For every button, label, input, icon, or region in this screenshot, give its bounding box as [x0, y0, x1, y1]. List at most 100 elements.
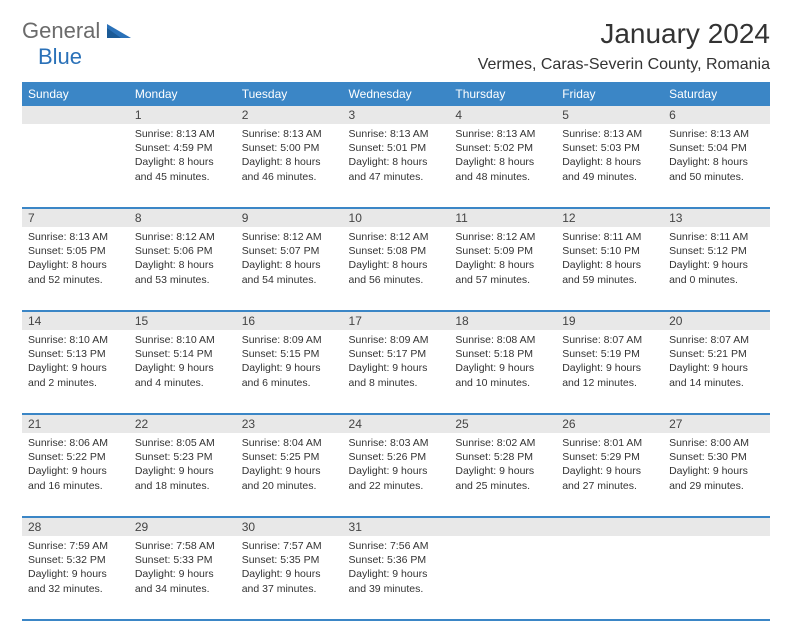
- sunrise-line: Sunrise: 8:04 AM: [242, 436, 337, 450]
- sunset-line: Sunset: 5:35 PM: [242, 553, 337, 567]
- sunset-line: Sunset: 5:23 PM: [135, 450, 230, 464]
- day-content-cell: Sunrise: 7:58 AMSunset: 5:33 PMDaylight:…: [129, 536, 236, 620]
- sunset-line: Sunset: 5:32 PM: [28, 553, 123, 567]
- daylight-line: Daylight: 8 hours and 56 minutes.: [349, 258, 444, 286]
- sunrise-line: Sunrise: 8:10 AM: [135, 333, 230, 347]
- day-content-cell: Sunrise: 8:12 AMSunset: 5:06 PMDaylight:…: [129, 227, 236, 311]
- calendar-table: Sunday Monday Tuesday Wednesday Thursday…: [22, 82, 770, 621]
- day-number-cell: 11: [449, 208, 556, 227]
- day-content-cell: Sunrise: 8:11 AMSunset: 5:12 PMDaylight:…: [663, 227, 770, 311]
- day-content-cell: Sunrise: 8:12 AMSunset: 5:08 PMDaylight:…: [343, 227, 450, 311]
- day-number-cell: 4: [449, 106, 556, 124]
- day-content-cell: Sunrise: 8:10 AMSunset: 5:14 PMDaylight:…: [129, 330, 236, 414]
- day-content-cell: Sunrise: 8:07 AMSunset: 5:19 PMDaylight:…: [556, 330, 663, 414]
- sunset-line: Sunset: 5:28 PM: [455, 450, 550, 464]
- daynum-row: 78910111213: [22, 208, 770, 227]
- day-number-cell: 29: [129, 517, 236, 536]
- title-block: January 2024 Vermes, Caras-Severin Count…: [478, 18, 770, 74]
- day-content-cell: Sunrise: 8:13 AMSunset: 5:01 PMDaylight:…: [343, 124, 450, 208]
- sunrise-line: Sunrise: 8:01 AM: [562, 436, 657, 450]
- day-number-cell: 31: [343, 517, 450, 536]
- calendar-header-row: Sunday Monday Tuesday Wednesday Thursday…: [22, 82, 770, 106]
- daylight-line: Daylight: 9 hours and 16 minutes.: [28, 464, 123, 492]
- sunrise-line: Sunrise: 8:13 AM: [349, 127, 444, 141]
- sunrise-line: Sunrise: 8:13 AM: [135, 127, 230, 141]
- col-wednesday: Wednesday: [343, 82, 450, 106]
- day-number-cell: 14: [22, 311, 129, 330]
- daylight-line: Daylight: 8 hours and 52 minutes.: [28, 258, 123, 286]
- sunrise-line: Sunrise: 7:56 AM: [349, 539, 444, 553]
- sunset-line: Sunset: 5:12 PM: [669, 244, 764, 258]
- sunrise-line: Sunrise: 8:05 AM: [135, 436, 230, 450]
- col-sunday: Sunday: [22, 82, 129, 106]
- day-number-cell: 7: [22, 208, 129, 227]
- day-number-cell: 22: [129, 414, 236, 433]
- sunset-line: Sunset: 5:01 PM: [349, 141, 444, 155]
- month-title: January 2024: [478, 18, 770, 50]
- sunset-line: Sunset: 5:03 PM: [562, 141, 657, 155]
- sunset-line: Sunset: 5:06 PM: [135, 244, 230, 258]
- sunrise-line: Sunrise: 7:59 AM: [28, 539, 123, 553]
- day-content-cell: Sunrise: 8:12 AMSunset: 5:09 PMDaylight:…: [449, 227, 556, 311]
- day-number-cell: 21: [22, 414, 129, 433]
- daynum-row: 28293031: [22, 517, 770, 536]
- col-saturday: Saturday: [663, 82, 770, 106]
- day-content-cell: [663, 536, 770, 620]
- daynum-row: 14151617181920: [22, 311, 770, 330]
- sunrise-line: Sunrise: 8:10 AM: [28, 333, 123, 347]
- sunset-line: Sunset: 5:18 PM: [455, 347, 550, 361]
- day-number-cell: 5: [556, 106, 663, 124]
- sunrise-line: Sunrise: 8:11 AM: [669, 230, 764, 244]
- day-content-cell: [556, 536, 663, 620]
- sunrise-line: Sunrise: 7:57 AM: [242, 539, 337, 553]
- col-monday: Monday: [129, 82, 236, 106]
- day-number-cell: 16: [236, 311, 343, 330]
- sunrise-line: Sunrise: 8:12 AM: [349, 230, 444, 244]
- daynum-row: 21222324252627: [22, 414, 770, 433]
- day-number-cell: [556, 517, 663, 536]
- sunset-line: Sunset: 5:04 PM: [669, 141, 764, 155]
- day-number-cell: 27: [663, 414, 770, 433]
- day-content-cell: Sunrise: 8:02 AMSunset: 5:28 PMDaylight:…: [449, 433, 556, 517]
- sunset-line: Sunset: 5:15 PM: [242, 347, 337, 361]
- sunset-line: Sunset: 5:10 PM: [562, 244, 657, 258]
- content-row: Sunrise: 8:10 AMSunset: 5:13 PMDaylight:…: [22, 330, 770, 414]
- daylight-line: Daylight: 9 hours and 4 minutes.: [135, 361, 230, 389]
- daylight-line: Daylight: 8 hours and 50 minutes.: [669, 155, 764, 183]
- sunset-line: Sunset: 5:02 PM: [455, 141, 550, 155]
- logo: General Blue: [22, 18, 131, 70]
- sunset-line: Sunset: 5:17 PM: [349, 347, 444, 361]
- day-content-cell: Sunrise: 8:13 AMSunset: 5:00 PMDaylight:…: [236, 124, 343, 208]
- sunrise-line: Sunrise: 8:08 AM: [455, 333, 550, 347]
- day-number-cell: 6: [663, 106, 770, 124]
- daylight-line: Daylight: 8 hours and 53 minutes.: [135, 258, 230, 286]
- day-number-cell: 17: [343, 311, 450, 330]
- sunset-line: Sunset: 5:19 PM: [562, 347, 657, 361]
- col-friday: Friday: [556, 82, 663, 106]
- day-content-cell: Sunrise: 7:59 AMSunset: 5:32 PMDaylight:…: [22, 536, 129, 620]
- daylight-line: Daylight: 9 hours and 18 minutes.: [135, 464, 230, 492]
- day-number-cell: 1: [129, 106, 236, 124]
- daylight-line: Daylight: 9 hours and 20 minutes.: [242, 464, 337, 492]
- day-content-cell: Sunrise: 8:07 AMSunset: 5:21 PMDaylight:…: [663, 330, 770, 414]
- day-number-cell: 25: [449, 414, 556, 433]
- daylight-line: Daylight: 8 hours and 46 minutes.: [242, 155, 337, 183]
- day-number-cell: 23: [236, 414, 343, 433]
- day-content-cell: Sunrise: 8:03 AMSunset: 5:26 PMDaylight:…: [343, 433, 450, 517]
- daylight-line: Daylight: 8 hours and 47 minutes.: [349, 155, 444, 183]
- day-content-cell: Sunrise: 8:13 AMSunset: 5:02 PMDaylight:…: [449, 124, 556, 208]
- daylight-line: Daylight: 9 hours and 10 minutes.: [455, 361, 550, 389]
- day-content-cell: Sunrise: 8:09 AMSunset: 5:15 PMDaylight:…: [236, 330, 343, 414]
- day-number-cell: [22, 106, 129, 124]
- logo-blue-text: Blue: [38, 44, 131, 70]
- sunset-line: Sunset: 5:29 PM: [562, 450, 657, 464]
- sunset-line: Sunset: 5:09 PM: [455, 244, 550, 258]
- sunset-line: Sunset: 5:26 PM: [349, 450, 444, 464]
- daynum-row: 123456: [22, 106, 770, 124]
- logo-flag-icon: [107, 22, 131, 38]
- day-content-cell: Sunrise: 8:05 AMSunset: 5:23 PMDaylight:…: [129, 433, 236, 517]
- day-content-cell: Sunrise: 8:13 AMSunset: 5:04 PMDaylight:…: [663, 124, 770, 208]
- sunset-line: Sunset: 5:30 PM: [669, 450, 764, 464]
- day-number-cell: 12: [556, 208, 663, 227]
- sunrise-line: Sunrise: 8:12 AM: [135, 230, 230, 244]
